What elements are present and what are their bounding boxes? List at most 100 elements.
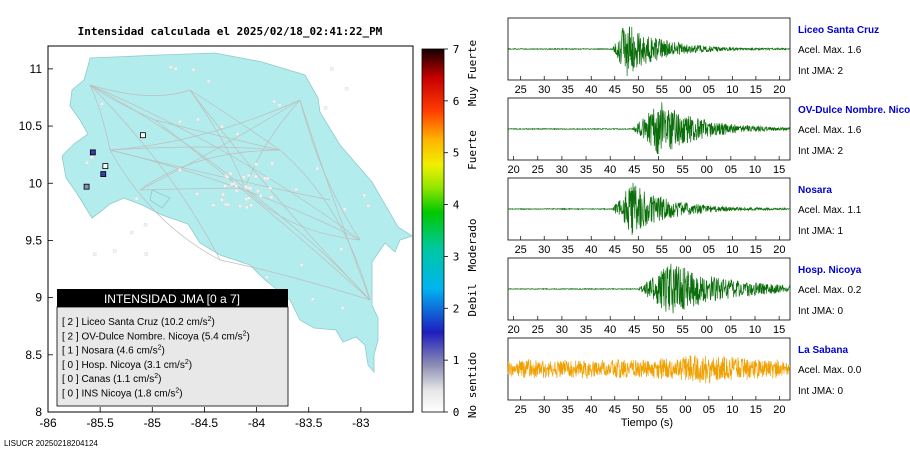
map-y-tick-label: 9.5: [25, 233, 42, 247]
trace-x-tick-label: 00: [701, 324, 713, 336]
colorbar-tick-label: 6: [453, 95, 460, 108]
town-dot: [93, 253, 96, 256]
town-dot: [254, 175, 257, 178]
trace-x-tick-label: 30: [538, 84, 550, 96]
map-x-tick-label: -85: [144, 416, 162, 430]
town-dot: [179, 120, 182, 123]
legend-entry-level: [ 2 ]: [62, 331, 81, 342]
town-dot: [247, 197, 250, 200]
town-dot: [236, 133, 239, 136]
colorbar-tick-label: 7: [453, 43, 460, 56]
trace-acel-max: Acel. Max. 1.6: [798, 125, 862, 136]
station-marker: [101, 172, 106, 177]
trace-acel-max: Acel. Max. 0.2: [798, 285, 862, 296]
trace-x-tick-label: 50: [652, 324, 664, 336]
trace-acel-max: Acel. Max. 1.6: [798, 45, 862, 56]
legend-entry: [ 0 ] Hosp. Nicoya (3.1 cm/s2): [62, 359, 192, 371]
legend-entry-name: Nosara: [81, 346, 116, 357]
town-dot: [220, 125, 223, 128]
intensity-colorbar: 0 1 2 3 4 5 6 7 No sentido Debil Moderado Fuert…: [422, 40, 479, 419]
trace-x-tick-label: 30: [556, 164, 568, 176]
legend-entry-name: INS Nicoya: [81, 389, 134, 400]
trace-panel: 20 25 30 35 40 45 50 55 00 05 10 15Hosp. NicoyaAcel…: [508, 258, 862, 336]
town-dot: [230, 183, 233, 186]
town-dot: [86, 161, 89, 164]
trace-x-tick-label: 50: [632, 84, 644, 96]
town-dot: [220, 198, 223, 201]
town-dot: [227, 203, 230, 206]
town-dot: [239, 205, 242, 208]
trace-panel: 20 25 30 35 40 45 50 55 00 05 10 15 OV-Dulce Nombre.…: [508, 98, 910, 176]
legend-entry-level: [ 0 ]: [62, 360, 81, 371]
colorbar-label-no-sentido: No sentido: [466, 352, 479, 418]
trace-x-tick-label: 40: [585, 84, 597, 96]
trace-int-jma: Int JMA: 2: [798, 146, 843, 157]
trace-x-tick-label: 15: [750, 404, 762, 416]
trace-x-tick-label: 45: [609, 404, 621, 416]
trace-x-tick-label: 05: [703, 404, 715, 416]
legend-entry-level: [ 0 ]: [62, 389, 81, 400]
town-dot: [145, 252, 148, 255]
colorbar-label-fuerte: Fuerte: [466, 130, 479, 170]
legend-title: INTENSIDAD JMA [0 a 7]: [104, 292, 240, 306]
map-y-tick-label: 8: [35, 405, 42, 419]
trace-station-name: La Sabana: [798, 345, 848, 356]
colorbar-tick-label: 3: [453, 250, 460, 263]
legend-entry-close: ): [189, 360, 192, 371]
trace-x-tick-label: 55: [676, 324, 688, 336]
trace-acel-max: Acel. Max. 1.1: [798, 205, 862, 216]
trace-int-jma: Int JMA: 2: [798, 66, 843, 77]
town-dot: [192, 68, 195, 71]
town-dot: [144, 223, 147, 226]
trace-x-tick-label: 45: [609, 84, 621, 96]
town-dot: [250, 204, 253, 207]
map-y-tick-label: 9: [35, 291, 42, 305]
town-dot: [269, 187, 272, 190]
trace-x-tick-label: 20: [773, 404, 785, 416]
legend-entry: [ 0 ] INS Nicoya (1.8 cm/s2): [62, 388, 183, 400]
legend-entry-name: Liceo Santa Cruz: [81, 317, 161, 328]
town-dot: [278, 104, 281, 107]
station-marker: [84, 184, 89, 189]
trace-x-tick-label: 25: [515, 244, 527, 256]
map-y-tick-label: 10.5: [19, 119, 43, 133]
seismogram-panel: 25 30 35 40 45 50 55 00 05 10 15 20Liceo Santa Cruz…: [508, 18, 910, 416]
trace-x-tick-label: 45: [628, 164, 640, 176]
trace-x-tick-label: 20: [508, 324, 520, 336]
trace-int-jma: Int JMA: 1: [798, 226, 843, 237]
trace-x-tick-label: 15: [773, 324, 785, 336]
trace-x-tick-label: 05: [703, 84, 715, 96]
town-dot: [271, 162, 274, 165]
map-x-tick-label: -83.5: [295, 416, 323, 430]
town-dot: [249, 187, 252, 190]
trace-x-tick-label: 35: [562, 84, 574, 96]
map-y-tick-label: 10: [29, 176, 43, 190]
footer-id: LISUCR 20250218204124: [4, 439, 98, 448]
town-dot: [341, 306, 344, 309]
legend-entry-value: (3.1 cm/s: [144, 360, 185, 371]
trace-x-tick-label: 55: [656, 244, 668, 256]
town-dot: [101, 102, 104, 105]
legend-entry: [ 2 ] OV-Dulce Nombre. Nicoya (5.4 cm/s2…: [62, 330, 250, 342]
trace-x-tick-label: 55: [656, 84, 668, 96]
trace-x-tick-label: 00: [679, 244, 691, 256]
trace-x-tick-label: 55: [656, 404, 668, 416]
trace-panel: 25 30 35 40 45 50 55 00 05 10 15 20La SabanaAcel. M…: [508, 338, 862, 416]
trace-x-tick-label: 35: [562, 404, 574, 416]
town-dot: [263, 177, 266, 180]
town-dot: [255, 163, 258, 166]
legend-entry-close: ): [212, 317, 215, 328]
legend-entry-value: (1.8 cm/s: [134, 389, 175, 400]
trace-x-tick-label: 45: [628, 324, 640, 336]
legend-entry-value: (1.1 cm/s: [113, 374, 154, 385]
trace-x-tick-label: 40: [604, 164, 616, 176]
time-axis-label: Tiempo (s): [621, 417, 673, 429]
town-dot: [244, 185, 247, 188]
town-dot: [196, 193, 199, 196]
legend-entry-value: (10.2 cm/s: [161, 317, 208, 328]
town-dot: [224, 184, 227, 187]
town-dot: [300, 263, 303, 266]
trace-int-jma: Int JMA: 0: [798, 306, 843, 317]
trace-panel: 25 30 35 40 45 50 55 00 05 10 15 20 Liceo Santa Cruz…: [508, 18, 879, 96]
map-x-tick-label: -84.5: [191, 416, 219, 430]
